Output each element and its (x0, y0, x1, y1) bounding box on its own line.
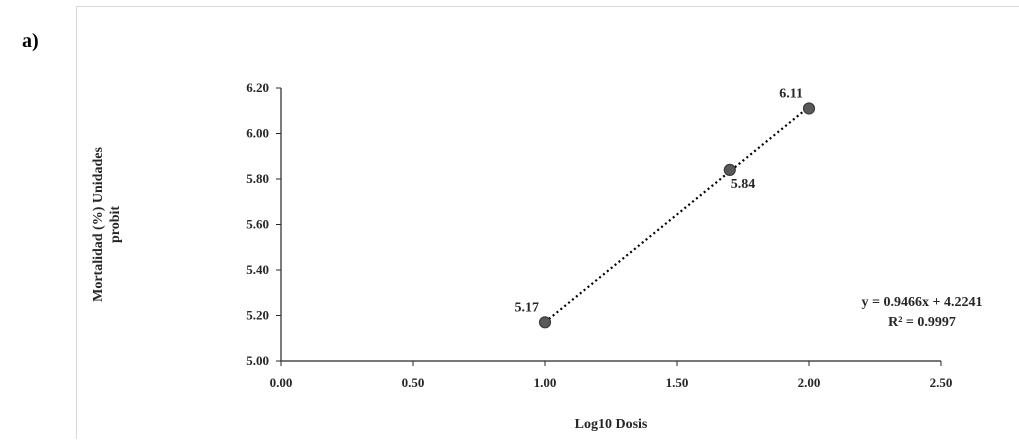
x-tick-label: 1.00 (534, 375, 557, 390)
y-tick-label: 5.20 (246, 308, 269, 323)
chart-area: 5.00 5.20 5.40 5.60 5.80 6.00 6.20 0.00 0.50 1.00… (76, 6, 1019, 439)
x-tick-label: 1.50 (666, 375, 689, 390)
data-point (723, 163, 736, 176)
panel-label: a) (22, 30, 39, 52)
data-point (538, 316, 552, 329)
x-tick-label: 2.00 (798, 375, 821, 390)
y-tick-label: 5.00 (246, 353, 269, 368)
data-point (802, 102, 816, 115)
y-axis-title-line: Mortalidad (%) Unidades (91, 147, 106, 302)
x-axis-title: Log10 Dosis (575, 417, 648, 432)
x-tick-label: 2.50 (930, 375, 953, 390)
x-tick-label: 0.50 (402, 375, 425, 390)
y-tick-label: 5.40 (246, 262, 269, 277)
text-labels: 5.00 5.20 5.40 5.60 5.80 6.00 6.20 0.00 0.50 1.00… (91, 80, 982, 432)
data-label: 5.84 (731, 177, 756, 192)
trendline-equation: y = 0.9466x + 4.2241 (862, 295, 983, 310)
y-tick-label: 5.60 (246, 217, 269, 232)
data-label: 5.17 (515, 300, 540, 315)
y-tick-label: 6.20 (246, 80, 269, 95)
trendline-layer (544, 105, 810, 324)
data-points (538, 102, 816, 329)
scatter-chart: 5.00 5.20 5.40 5.60 5.80 6.00 6.20 0.00 0.50 1.00… (91, 80, 982, 432)
y-tick-label: 5.80 (246, 171, 269, 186)
y-axis-title-line: probit (108, 206, 123, 243)
trendline (544, 105, 810, 324)
y-axis-title: Mortalidad (%) Unidades probit (91, 147, 123, 302)
y-tick-label: 6.00 (246, 126, 269, 141)
data-label: 6.11 (779, 86, 803, 101)
axes (276, 87, 942, 366)
trendline-r-squared: R² = 0.9997 (888, 315, 956, 330)
x-tick-label: 0.00 (270, 375, 293, 390)
